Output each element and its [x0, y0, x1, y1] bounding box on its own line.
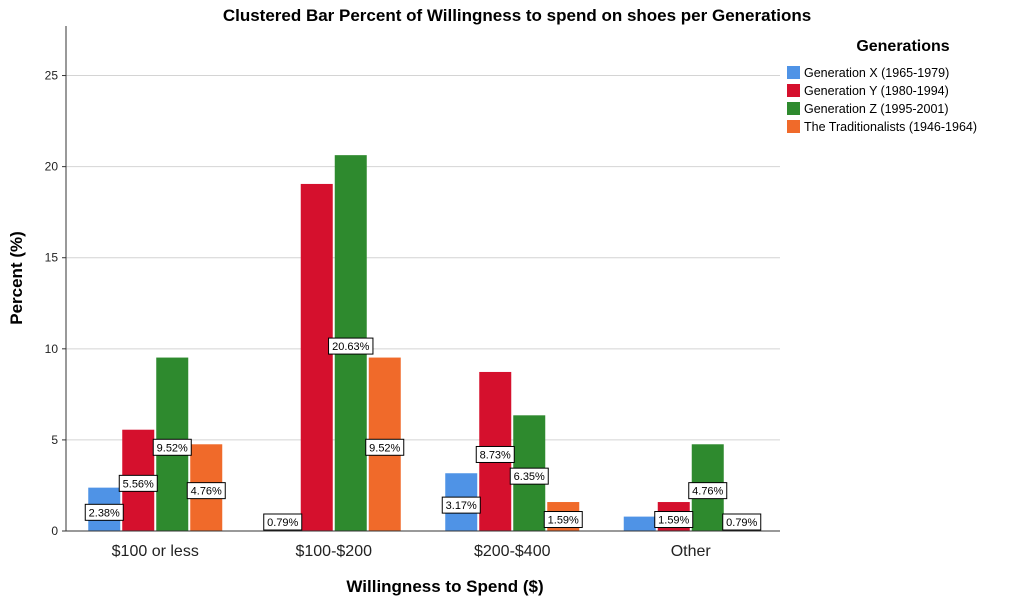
gridlines [66, 75, 780, 441]
data-label: 20.63% [332, 341, 370, 353]
x-axis-title: Willingness to Spend ($) [346, 577, 543, 596]
data-label: 5.56% [123, 478, 154, 490]
y-axis-title: Percent (%) [7, 231, 26, 325]
y-tick-label: 10 [45, 342, 59, 356]
data-labels: 2.38% 5.56% 9.52% 4.76% 0.79% 20.63% 9.52% 3.17… [84, 337, 762, 531]
y-tick-label: 25 [45, 69, 59, 83]
data-label: 4.76% [191, 486, 222, 498]
legend-swatch [787, 84, 800, 97]
data-label-box [186, 482, 226, 500]
legend-swatch [787, 66, 800, 79]
legend-swatch [787, 120, 800, 133]
data-label-box [475, 445, 515, 463]
bar [300, 183, 333, 531]
data-label: 1.59% [548, 515, 579, 527]
data-label-box [152, 438, 192, 456]
legend: Generations Generation X (1965-1979) Gene… [787, 38, 977, 134]
data-label: 0.79% [726, 517, 757, 529]
data-label-box [365, 438, 405, 456]
data-label-box [722, 513, 762, 531]
x-tick-label: $100 or less [112, 543, 199, 560]
data-label-box [84, 503, 124, 521]
data-label: 9.52% [157, 442, 188, 454]
data-label: 4.76% [692, 486, 723, 498]
data-label: 8.73% [480, 449, 511, 461]
legend-title: Generations [856, 38, 949, 55]
y-tick-label: 20 [45, 160, 59, 174]
legend-entry: Generation Z (1995-2001) [804, 102, 949, 116]
axes: 0 5 10 15 20 25 $100 or less $100-$200 $200-$400… [45, 26, 780, 560]
data-label-box [654, 511, 694, 529]
data-label-box [118, 474, 158, 492]
bar [623, 516, 656, 531]
legend-entry: Generation Y (1980-1994) [804, 84, 949, 98]
y-tick-label: 0 [51, 524, 58, 538]
bars [88, 155, 724, 531]
data-label-box [263, 513, 303, 531]
data-label-box [688, 482, 728, 500]
x-tick-label: $200-$400 [474, 543, 551, 560]
chart-title: Clustered Bar Percent of Willingness to … [223, 6, 811, 25]
legend-entry: Generation X (1965-1979) [804, 66, 949, 80]
data-label: 1.59% [658, 515, 689, 527]
legend-entry: The Traditionalists (1946-1964) [804, 120, 977, 134]
data-label: 0.79% [267, 517, 298, 529]
data-label: 9.52% [369, 442, 400, 454]
legend-swatch [787, 102, 800, 115]
data-label-box [509, 467, 549, 485]
y-tick-label: 5 [51, 433, 58, 447]
data-label-box [328, 337, 374, 355]
x-tick-label: $100-$200 [295, 543, 372, 560]
data-label: 3.17% [446, 500, 477, 512]
x-tick-label: Other [671, 543, 712, 560]
data-label: 6.35% [514, 471, 545, 483]
data-label: 2.38% [89, 507, 120, 519]
data-label-box [441, 496, 481, 514]
y-tick-label: 15 [45, 251, 59, 265]
data-label-box [543, 511, 583, 529]
